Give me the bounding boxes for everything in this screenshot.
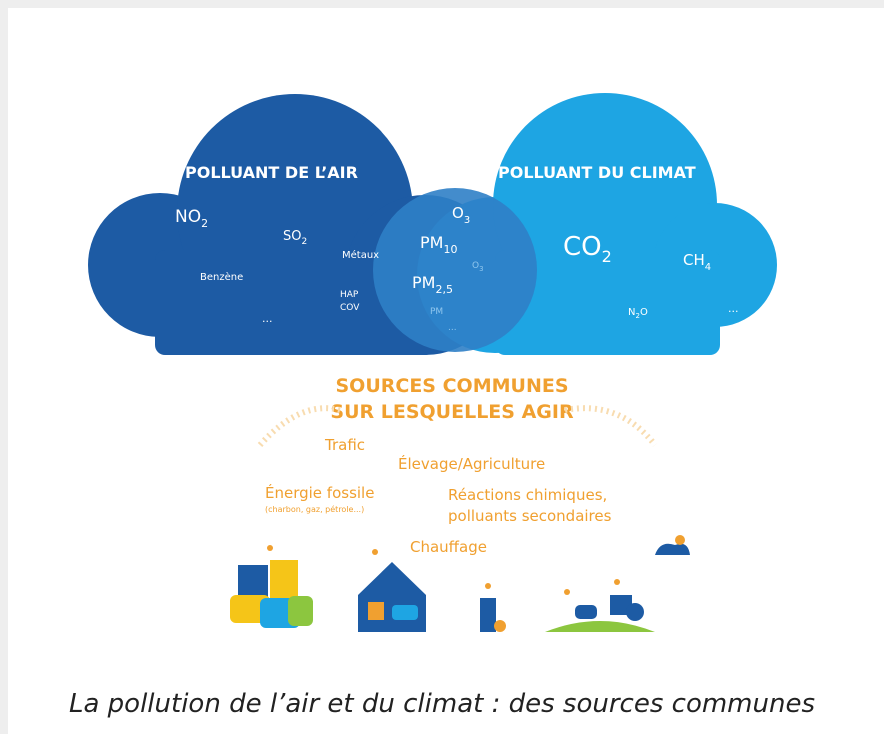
label: PM: [412, 273, 435, 292]
label: SO: [283, 229, 301, 244]
source: Élevage/Agriculture: [398, 454, 545, 473]
label: CH: [683, 251, 705, 269]
label: O: [472, 261, 479, 271]
source: Chauffage: [410, 538, 487, 556]
sub: 3: [464, 215, 470, 226]
sub: 3: [479, 265, 483, 273]
pollutant: HAP: [340, 290, 359, 300]
label: PM: [420, 233, 443, 252]
pollutant: PM: [430, 307, 443, 317]
label: O: [452, 204, 464, 222]
pollutant: ...: [448, 323, 457, 333]
label: N: [628, 307, 635, 318]
pollutant: COV: [340, 303, 360, 313]
pollutant: ...: [262, 312, 273, 325]
sub: 2: [301, 237, 307, 247]
frame-left: [0, 0, 8, 734]
sub: 2: [201, 217, 208, 230]
source: Énergie fossile: [265, 483, 374, 502]
sources-title: SUR LESQUELLES AGIR: [330, 401, 574, 423]
pollutant: Benzène: [200, 271, 243, 283]
pollutant: Métaux: [342, 249, 379, 261]
sub: 10: [443, 243, 457, 256]
label: CO: [563, 232, 602, 262]
caption: La pollution de l’air et du climat : des…: [69, 689, 815, 719]
sources-title: SOURCES COMMUNES: [335, 375, 568, 397]
background: [0, 0, 884, 734]
sub: 2: [602, 247, 612, 266]
pollutant: ...: [728, 302, 739, 315]
sub: 4: [705, 262, 711, 273]
right-title: POLLUANT DU CLIMAT: [498, 163, 696, 182]
infographic: POLLUANT DE L’AIR POLLUANT DU CLIMAT NO2…: [0, 0, 884, 734]
source: polluants secondaires: [448, 507, 612, 525]
source-note: (charbon, gaz, pétrole...): [265, 504, 364, 514]
frame-top: [0, 0, 884, 8]
left-title: POLLUANT DE L’AIR: [185, 163, 358, 182]
source: Trafic: [324, 436, 365, 454]
source: Réactions chimiques,: [448, 486, 607, 504]
sub: 2,5: [435, 283, 453, 296]
label: NO: [175, 207, 201, 227]
label: O: [640, 307, 648, 318]
